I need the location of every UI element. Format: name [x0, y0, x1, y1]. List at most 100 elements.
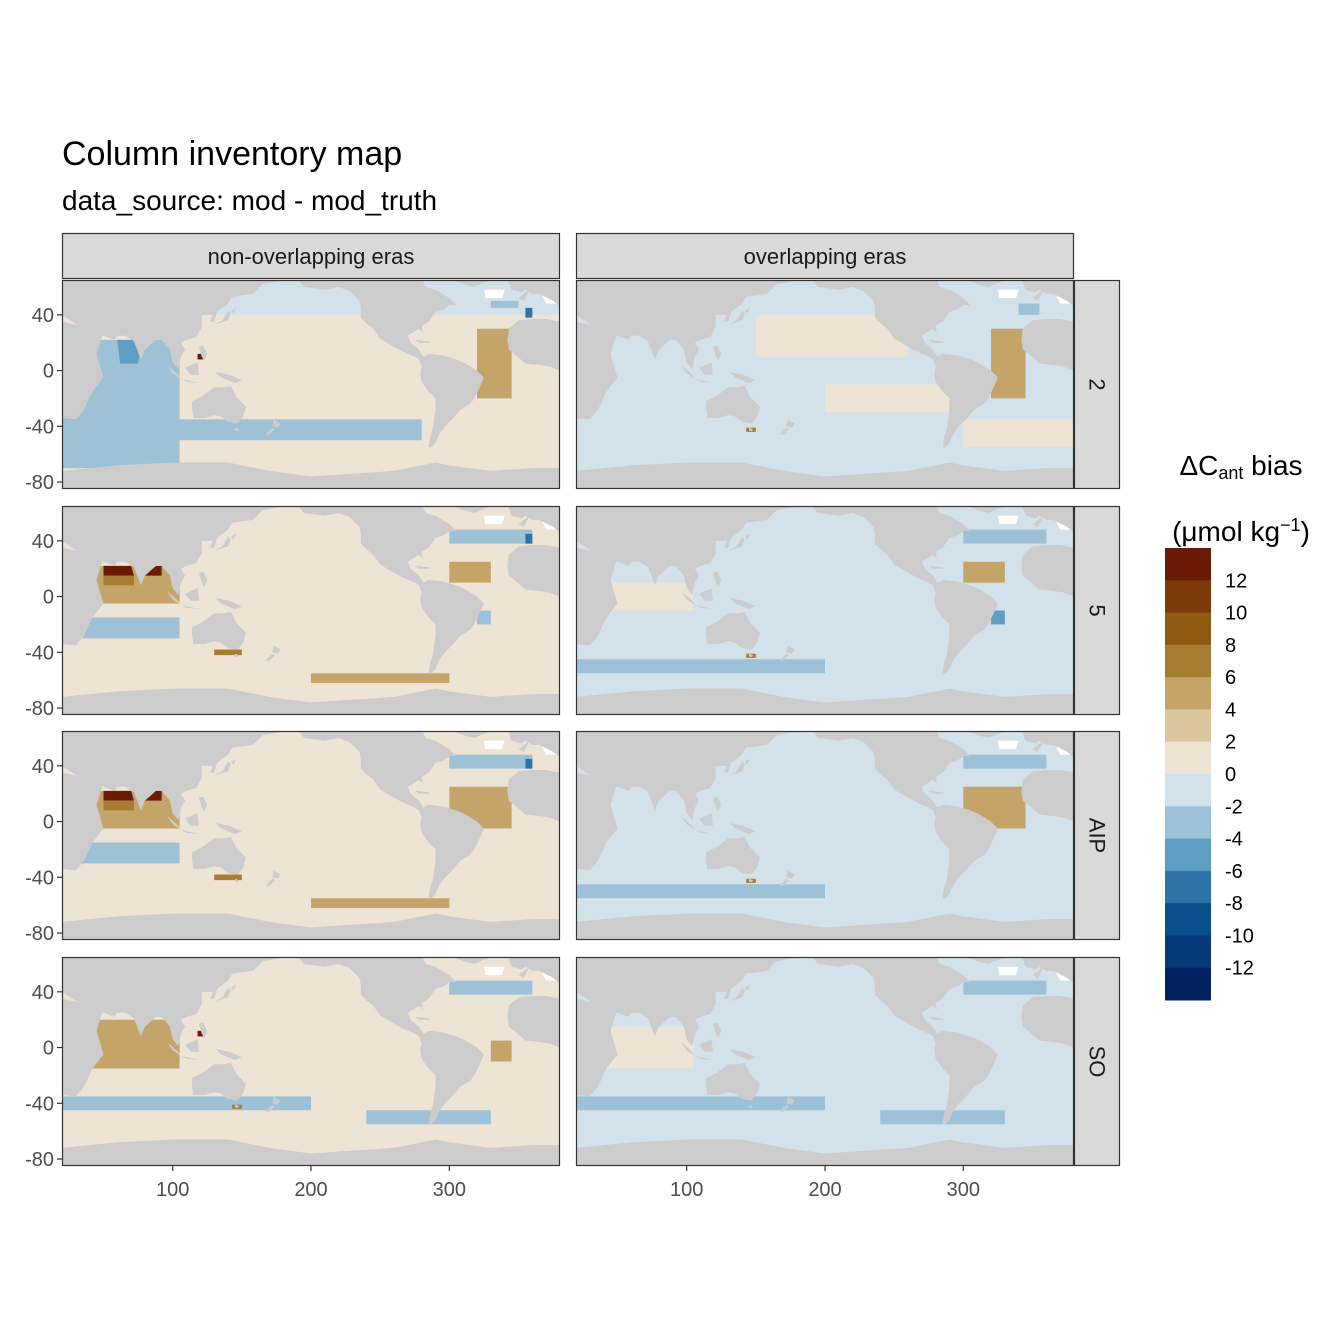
bias-region [62, 419, 422, 440]
legend-unit-prefix: (μmol kg [1172, 516, 1280, 547]
legend-break-label: -10 [1225, 925, 1254, 947]
legend-title-suffix: bias [1243, 450, 1302, 481]
legend-break-label: 12 [1225, 570, 1247, 592]
legend-break-label: 2 [1225, 732, 1236, 754]
legend-break-label: -8 [1225, 893, 1243, 915]
x-tick-label: 300 [947, 1179, 980, 1201]
legend-swatch [1165, 871, 1211, 904]
bias-region [104, 576, 134, 586]
legend-break-label: -4 [1225, 829, 1243, 851]
legend-unit-sup: −1 [1280, 515, 1301, 535]
y-tick-label: -40 [25, 642, 54, 664]
bias-region [525, 759, 532, 769]
bias-region [525, 534, 532, 544]
bias-region [104, 566, 134, 576]
bias-region [311, 898, 449, 908]
legend-swatch [1165, 742, 1211, 775]
legend-swatch [1165, 903, 1211, 936]
map-panel-2-overlapping [576, 279, 1074, 496]
bias-region [991, 329, 1026, 399]
bias-region [311, 673, 449, 683]
y-tick-label: 0 [43, 361, 54, 383]
bias-region [449, 562, 491, 583]
row-strip-label: 2 [1085, 378, 1110, 390]
map-panel-5-non-overlapping [62, 505, 560, 722]
y-tick-label: 0 [43, 1038, 54, 1060]
bias-region [283, 357, 394, 378]
legend-break-label: 4 [1225, 699, 1236, 721]
x-tick-label: 200 [294, 1179, 327, 1201]
bias-region [449, 981, 532, 995]
map-panel-2-non-overlapping [62, 279, 560, 496]
bias-region [477, 329, 512, 399]
y-tick-label: 0 [43, 812, 54, 834]
bias-region [825, 385, 950, 413]
legend-swatch [1165, 935, 1211, 968]
y-tick-label: -80 [25, 698, 54, 720]
legend-swatch [1165, 806, 1211, 839]
x-tick-label: 200 [808, 1179, 841, 1201]
y-tick-label: 40 [32, 982, 54, 1004]
y-tick-label: -40 [25, 1093, 54, 1115]
bias-region [214, 650, 242, 656]
bias-region [449, 755, 532, 769]
map-panel-5-overlapping [576, 505, 1074, 722]
y-tick-label: -80 [25, 1149, 54, 1171]
legend-break-label: 10 [1225, 603, 1247, 625]
legend-swatch [1165, 645, 1211, 678]
legend-swatch [1165, 613, 1211, 646]
x-tick-label: 300 [433, 1179, 466, 1201]
legend-break-label: -6 [1225, 861, 1243, 883]
y-tick-label: -80 [25, 472, 54, 494]
map-panel-AIP-overlapping [576, 730, 1074, 947]
legend-title-prefix: ΔC [1179, 450, 1218, 481]
legend-title: ΔCant bias (μmol kg−1) [1156, 440, 1326, 558]
y-tick-label: -40 [25, 867, 54, 889]
legend-title-sub: ant [1218, 463, 1243, 483]
bias-region [366, 1110, 491, 1124]
legend-swatch [1165, 677, 1211, 710]
legend-swatch [1165, 580, 1211, 613]
legend-unit-suffix: ) [1301, 516, 1310, 547]
bias-region [491, 1041, 512, 1062]
bias-region [880, 1110, 1005, 1124]
y-tick-label: -40 [25, 416, 54, 438]
bias-region [963, 562, 1005, 583]
y-tick-label: 0 [43, 587, 54, 609]
bias-region [449, 530, 532, 544]
bias-region [491, 301, 519, 308]
row-strip-label: AIP [1085, 818, 1110, 853]
x-tick-label: 100 [156, 1179, 189, 1201]
row-strip-label: 5 [1085, 604, 1110, 616]
map-panel-SO-overlapping [576, 956, 1074, 1173]
bias-region [963, 755, 1046, 769]
bias-region [963, 419, 1074, 447]
legend-swatch [1165, 839, 1211, 872]
map-panel-SO-non-overlapping [62, 956, 560, 1173]
legend-break-label: -12 [1225, 958, 1254, 980]
map-panel-AIP-non-overlapping [62, 730, 560, 947]
y-tick-label: 40 [32, 531, 54, 553]
bias-region [449, 440, 560, 454]
bias-region [1019, 304, 1040, 315]
y-tick-label: 40 [32, 305, 54, 327]
bias-region [104, 791, 134, 801]
bias-region [525, 308, 532, 318]
bias-region [576, 659, 825, 673]
bias-region [104, 801, 134, 811]
bias-region [963, 981, 1046, 995]
legend-break-label: -2 [1225, 796, 1243, 818]
bias-region [576, 884, 825, 898]
bias-region [963, 530, 1046, 544]
bias-region [214, 875, 242, 881]
legend-swatch [1165, 968, 1211, 1001]
y-tick-label: 40 [32, 756, 54, 778]
x-tick-label: 100 [670, 1179, 703, 1201]
legend-break-label: 8 [1225, 635, 1236, 657]
column-strip-label: overlapping eras [744, 244, 907, 269]
legend-break-label: 0 [1225, 764, 1236, 786]
legend-swatch [1165, 709, 1211, 742]
y-tick-label: -80 [25, 923, 54, 945]
bias-region [304, 447, 422, 457]
